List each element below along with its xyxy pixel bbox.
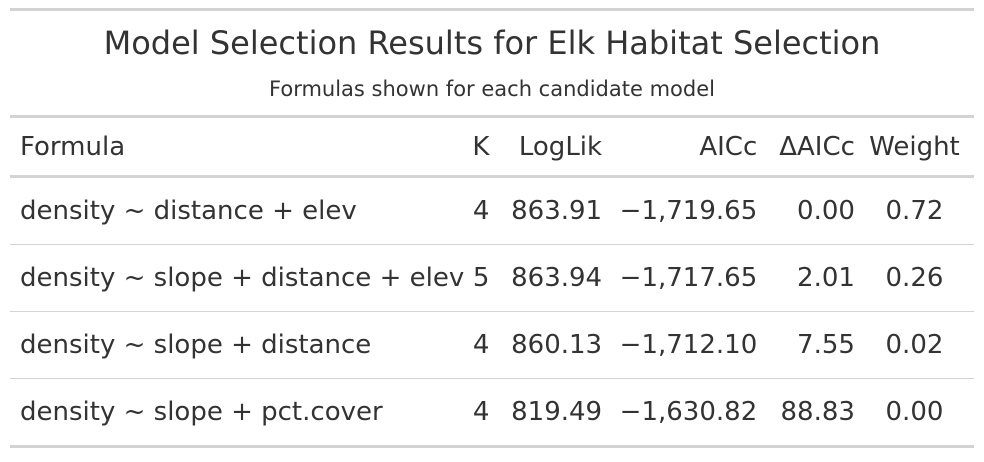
- column-header-formula: Formula: [10, 116, 465, 178]
- cell-formula: density ~ slope + distance + elev: [10, 244, 465, 312]
- cell-delta-aicc: 7.55: [757, 311, 855, 379]
- table-row: density ~ slope + distance 4 860.13 −1,7…: [10, 311, 974, 379]
- cell-weight: 0.72: [854, 176, 974, 245]
- model-selection-table: Formula K LogLik AICc ΔAICc Weight densi…: [10, 115, 974, 448]
- model-selection-table-container: Model Selection Results for Elk Habitat …: [10, 8, 974, 448]
- cell-k: 4: [472, 397, 490, 427]
- table-row: density ~ distance + elev 4 863.91 −1,71…: [10, 176, 974, 245]
- cell-weight: 0.02: [854, 311, 974, 379]
- top-rule: [10, 8, 974, 11]
- cell-loglik: 863.91: [489, 176, 603, 245]
- cell-formula: density ~ distance + elev: [10, 176, 465, 245]
- cell-delta-aicc: 2.01: [757, 244, 855, 312]
- cell-aicc: −1,712.10: [602, 311, 758, 379]
- header-row: Formula K LogLik AICc ΔAICc Weight: [10, 116, 974, 178]
- column-header-loglik: LogLik: [489, 116, 603, 178]
- cell-loglik: 863.94: [489, 244, 603, 312]
- table-row: density ~ slope + distance + elev 5 863.…: [10, 244, 974, 312]
- cell-loglik: 860.13: [489, 311, 603, 379]
- column-header-aicc: AICc: [602, 116, 758, 178]
- table-row: density ~ slope + pct.cover 4 819.49 −1,…: [10, 379, 974, 447]
- cell-aicc: −1,719.65: [602, 176, 758, 245]
- cell-formula: density ~ slope + pct.cover: [20, 397, 383, 427]
- table-heading: Model Selection Results for Elk Habitat …: [10, 11, 974, 103]
- cell-k: 4: [464, 176, 490, 245]
- cell-formula: density ~ slope + distance: [10, 311, 465, 379]
- cell-loglik: 819.49: [511, 397, 603, 427]
- cell-delta-aicc: 0.00: [757, 176, 855, 245]
- cell-aicc: −1,717.65: [602, 244, 758, 312]
- cell-aicc: −1,630.82: [619, 397, 758, 427]
- cell-k: 4: [464, 311, 490, 379]
- cell-delta-aicc: 88.83: [780, 397, 855, 427]
- cell-weight: 0.00: [885, 397, 944, 427]
- cell-k: 5: [464, 244, 490, 312]
- column-header-delta-aicc: ΔAICc: [757, 116, 855, 178]
- table-subtitle: Formulas shown for each candidate model: [269, 77, 715, 101]
- table-title: Model Selection Results for Elk Habitat …: [103, 24, 881, 62]
- column-header-k: K: [464, 116, 490, 178]
- column-header-weight: Weight: [854, 116, 974, 178]
- cell-weight: 0.26: [854, 244, 974, 312]
